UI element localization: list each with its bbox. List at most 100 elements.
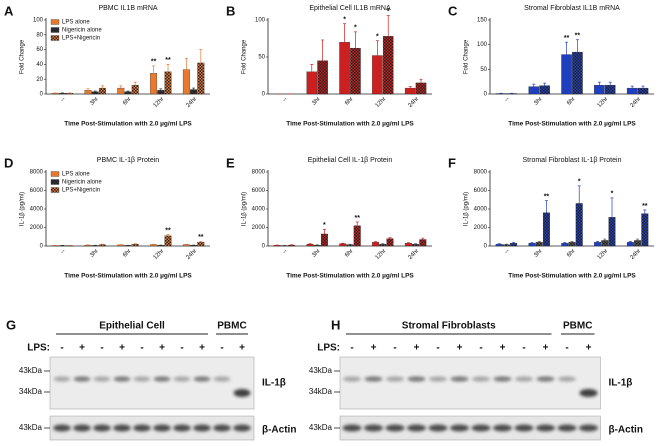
- y-tick-label: 8000: [252, 170, 266, 176]
- significance-mark: **: [165, 57, 171, 64]
- bar: [98, 244, 106, 247]
- chart-title: Stromal Fibroblast IL1B mRNA: [524, 5, 620, 12]
- bar: [539, 85, 550, 95]
- bar: [594, 84, 605, 95]
- significance-mark: *: [354, 25, 357, 32]
- x-tick-label: --: [60, 248, 67, 255]
- band: [53, 424, 71, 432]
- band: [557, 424, 577, 432]
- bar: [353, 225, 361, 247]
- bar: [608, 217, 616, 247]
- y-tick-label: 6000: [474, 188, 488, 194]
- y-tick-label: 50: [258, 55, 265, 61]
- blot-actin: [339, 415, 601, 441]
- bar: [124, 91, 132, 95]
- legend-swatch: [50, 27, 60, 33]
- lane-label: -: [522, 343, 525, 354]
- group-label: PBMC: [563, 321, 592, 332]
- x-tick-label: 6hr: [122, 248, 132, 258]
- y-tick-label: 8000: [474, 170, 488, 176]
- x-tick-label: 24hr: [407, 96, 420, 109]
- y-tick-label: 100: [255, 18, 266, 24]
- bar: [502, 244, 510, 247]
- bar: [164, 235, 172, 247]
- band: [173, 376, 191, 382]
- marker-label: 43kDa: [19, 423, 43, 432]
- bar: [568, 242, 576, 247]
- band: [53, 376, 71, 382]
- y-tick-label: 100: [477, 42, 488, 48]
- band: [342, 424, 362, 432]
- x-tick-label: --: [504, 96, 511, 103]
- band: [536, 424, 555, 432]
- legend-label: LPS alone: [62, 172, 90, 178]
- band: [133, 424, 151, 432]
- y-tick-label: 4000: [30, 207, 44, 213]
- band: [213, 424, 231, 432]
- bar: [404, 243, 412, 247]
- chart-title: Epithelial Cell IL-1β Protein: [308, 157, 393, 164]
- x-tick-label: 12hr: [597, 248, 610, 261]
- bar: [379, 243, 387, 247]
- bar: [510, 243, 518, 247]
- bar: [190, 89, 198, 95]
- x-tick-label: 24hr: [185, 96, 198, 109]
- legend-swatch: [50, 35, 60, 41]
- significance-mark: *: [387, 8, 390, 15]
- y-tick-label: 0: [262, 244, 266, 250]
- bar: [575, 203, 583, 247]
- panel-letter: E: [226, 155, 235, 170]
- panel-letter: A: [4, 3, 14, 18]
- bar: [372, 242, 380, 247]
- bar: [317, 60, 328, 95]
- bar: [320, 233, 328, 247]
- bar: [306, 243, 314, 247]
- band: [514, 376, 534, 382]
- significance-mark: **: [544, 194, 550, 201]
- significance-mark: **: [642, 203, 648, 210]
- blot-il1b: [49, 356, 255, 410]
- band: [428, 376, 448, 382]
- legend-label: LPS+Nigericin: [62, 188, 100, 194]
- lps-label: LPS:: [27, 343, 50, 354]
- significance-mark: *: [611, 191, 614, 198]
- band: [133, 376, 151, 382]
- significance-mark: **: [564, 35, 570, 42]
- marker-label: 34kDa: [309, 387, 333, 396]
- marker-label: 43kDa: [19, 366, 43, 375]
- lane-label: -: [60, 343, 63, 354]
- bar: [157, 90, 165, 95]
- bar: [117, 87, 125, 95]
- lane-label: +: [414, 343, 420, 354]
- lane-label: +: [543, 343, 549, 354]
- bar: [197, 242, 205, 247]
- bar: [346, 244, 354, 247]
- y-tick-label: 50: [480, 67, 487, 73]
- panel-letter: H: [331, 317, 340, 332]
- y-axis-label: Fold Change: [464, 39, 470, 74]
- y-tick-label: 80: [36, 32, 43, 38]
- bar: [313, 244, 321, 247]
- y-tick-label: 0: [40, 92, 44, 98]
- y-tick-label: 4000: [252, 207, 266, 213]
- y-axis-label: Fold Change: [20, 39, 26, 74]
- bar: [572, 51, 583, 95]
- x-tick-label: 3hr: [311, 96, 321, 106]
- x-axis-label: Time Post-Stimulation with 2.0 µg/ml LPS: [508, 121, 636, 128]
- y-tick-label: 20: [36, 77, 43, 83]
- band: [173, 424, 191, 432]
- marker-label: 43kDa: [309, 423, 333, 432]
- y-tick-label: 150: [477, 18, 488, 24]
- bar: [150, 73, 158, 95]
- band: [213, 376, 231, 382]
- lane-label: -: [180, 343, 183, 354]
- significance-mark: *: [376, 34, 379, 41]
- x-tick-label: 24hr: [407, 248, 420, 261]
- legend-swatch: [50, 19, 60, 25]
- x-tick-label: --: [282, 248, 289, 255]
- panel-letter: G: [6, 317, 16, 332]
- lane-label: -: [100, 343, 103, 354]
- band: [153, 376, 171, 382]
- panel-letter: D: [4, 155, 13, 170]
